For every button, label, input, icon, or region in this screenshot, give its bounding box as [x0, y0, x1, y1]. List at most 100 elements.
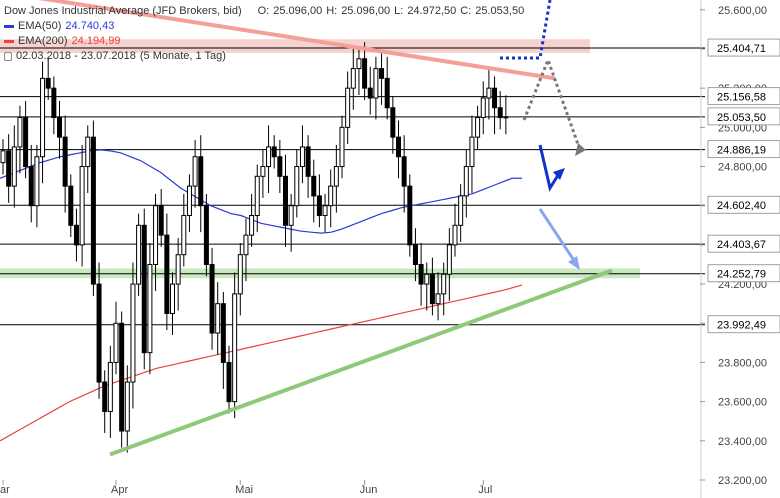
high-label: H:: [326, 5, 338, 17]
resistance-trendline: [38, 0, 556, 81]
level-label-box: [707, 87, 780, 106]
candle: [458, 195, 464, 226]
candle: [0, 150, 6, 164]
x-tick-label: Mai: [235, 484, 253, 496]
candle: [181, 215, 187, 256]
candle: [147, 263, 153, 354]
level-label: 23.992,49: [717, 320, 766, 332]
candle: [136, 224, 142, 285]
candle: [463, 166, 469, 197]
candle: [277, 156, 283, 177]
candle: [288, 205, 294, 226]
candle: [452, 224, 458, 246]
level-label: 24.403,67: [717, 239, 766, 251]
candle: [350, 68, 356, 89]
candle: [294, 166, 300, 207]
candle: [175, 254, 181, 285]
level-label-box: [707, 140, 780, 159]
candle: [424, 273, 430, 285]
candle: [384, 77, 390, 109]
candle: [412, 244, 418, 265]
candle: [390, 107, 396, 138]
candle: [40, 77, 46, 158]
candle: [57, 117, 62, 138]
y-tick-label: 23.200,00: [718, 475, 767, 487]
ema200-label: EMA(200): [18, 35, 68, 47]
candle: [429, 273, 435, 305]
candle: [322, 205, 328, 217]
x-tick-label: Jun: [360, 484, 378, 496]
decline-arrowhead: [568, 256, 580, 270]
candle: [170, 283, 175, 314]
candle: [215, 303, 221, 334]
level-label: 25.156,58: [717, 92, 766, 104]
high-value: 25.096,00: [341, 5, 391, 17]
candle: [260, 166, 266, 177]
candle: [209, 263, 215, 334]
candle: [23, 117, 29, 168]
candle: [362, 58, 368, 89]
candle: [6, 150, 12, 187]
candle: [401, 156, 407, 187]
candle: [119, 322, 125, 432]
level-label-box: [707, 234, 780, 253]
candle: [446, 244, 452, 275]
candle: [28, 166, 34, 207]
x-tick-label: ar: [0, 484, 10, 496]
candle: [299, 146, 305, 168]
candle: [283, 175, 288, 226]
candle: [339, 126, 345, 168]
bullish-breakout-arrow: [500, 0, 552, 60]
ema50-label: EMA(50): [18, 20, 62, 32]
ema50-value: 24.740,43: [65, 20, 115, 32]
candle: [141, 224, 147, 354]
level-label-box: [707, 315, 780, 334]
candle: [316, 195, 322, 217]
close-label: C:: [460, 5, 472, 17]
candle: [198, 156, 204, 207]
open-value: 25.096,00: [273, 5, 323, 17]
candle: [124, 381, 130, 432]
candle: [107, 361, 113, 412]
ema200-value: 24.194,99: [71, 35, 121, 47]
candle: [475, 117, 481, 138]
candle: [305, 146, 311, 177]
candle: [254, 175, 260, 217]
candle: [186, 185, 192, 217]
candle: [249, 215, 255, 236]
pullback-arrow: [522, 55, 582, 151]
rebound-arrow: [538, 144, 562, 192]
date-range: 02.03.2018 - 23.07.2018: [16, 50, 136, 62]
support-trendline: [109, 268, 613, 457]
candle: [153, 205, 159, 265]
y-tick-label: 23.400,00: [718, 436, 767, 448]
y-tick-label: 24.800,00: [718, 162, 767, 174]
candle: [367, 87, 373, 99]
candle: [34, 156, 40, 207]
level-label: 24.602,40: [717, 200, 766, 212]
instrument-title: Dow Jones Industrial Average (JFD Broker…: [4, 5, 242, 17]
candle: [113, 322, 119, 363]
candle: [492, 87, 498, 109]
level-label-box: [707, 107, 780, 126]
candle: [220, 303, 226, 363]
candle: [345, 87, 351, 128]
candle: [68, 185, 74, 226]
candle: [102, 381, 108, 412]
candle: [45, 77, 51, 89]
candle: [79, 166, 85, 246]
candle: [311, 175, 317, 197]
x-tick-label: Apr: [111, 484, 128, 496]
rebound-arrowhead: [553, 168, 565, 180]
candle: [469, 136, 475, 168]
candle: [85, 136, 91, 168]
level-label: 25.053,50: [717, 112, 766, 124]
x-tick-label: Jul: [478, 484, 492, 496]
candle: [407, 185, 413, 246]
candle: [203, 205, 209, 265]
candle: [17, 117, 23, 148]
candle: [379, 68, 385, 79]
ema200-swatch: [4, 40, 14, 43]
candle: [232, 293, 238, 403]
